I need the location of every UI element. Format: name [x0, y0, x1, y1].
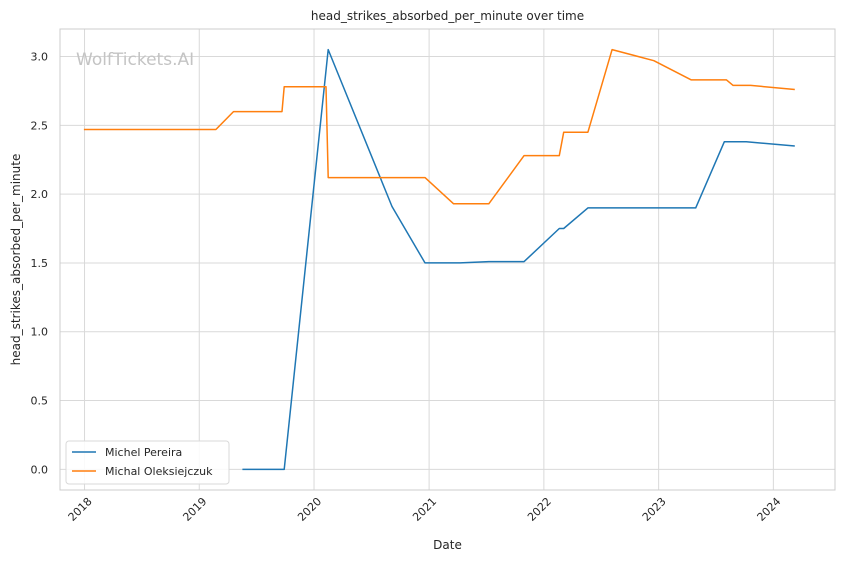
- x-tick-label: 2024: [755, 495, 784, 524]
- chart-title: head_strikes_absorbed_per_minute over ti…: [311, 9, 584, 23]
- x-tick-label: 2018: [66, 495, 95, 524]
- legend-label-michel-pereira: Michel Pereira: [105, 446, 182, 459]
- legend-box: [65, 440, 230, 485]
- x-tick-label: 2019: [180, 495, 209, 524]
- y-tick-label: 1.0: [31, 326, 49, 339]
- y-tick-label: 1.5: [31, 257, 49, 270]
- y-tick-label: 2.0: [31, 188, 49, 201]
- x-tick-label: 2023: [640, 495, 669, 524]
- series-line-michel-pereira: [242, 48, 795, 471]
- y-tick-label: 2.5: [31, 119, 49, 132]
- plot-area-frame: [59, 28, 836, 491]
- legend: Michel Pereira Michal Oleksiejczuk: [65, 440, 230, 485]
- legend-label-michal-oleksiejczuk: Michal Oleksiejczuk: [105, 465, 213, 478]
- y-axis-title: head_strikes_absorbed_per_minute: [9, 154, 23, 366]
- x-tick-labels: 2018 2019 2020 2021 2022 2023 2024: [66, 495, 784, 524]
- y-tick-label: 0.0: [31, 463, 49, 476]
- x-tick-label: 2021: [410, 495, 439, 524]
- series-line-michal-oleksiejczuk: [83, 48, 795, 205]
- y-tick-label: 0.5: [31, 395, 49, 408]
- series-lines: [83, 48, 795, 471]
- watermark: WolfTickets.AI: [76, 50, 194, 70]
- x-axis-title: Date: [433, 538, 462, 552]
- y-tick-label: 3.0: [31, 51, 49, 64]
- grid-lines: [60, 29, 835, 490]
- y-tick-labels: 0.0 0.5 1.0 1.5 2.0 2.5 3.0: [31, 51, 49, 477]
- x-tick-label: 2020: [295, 495, 324, 524]
- x-tick-label: 2022: [525, 495, 554, 524]
